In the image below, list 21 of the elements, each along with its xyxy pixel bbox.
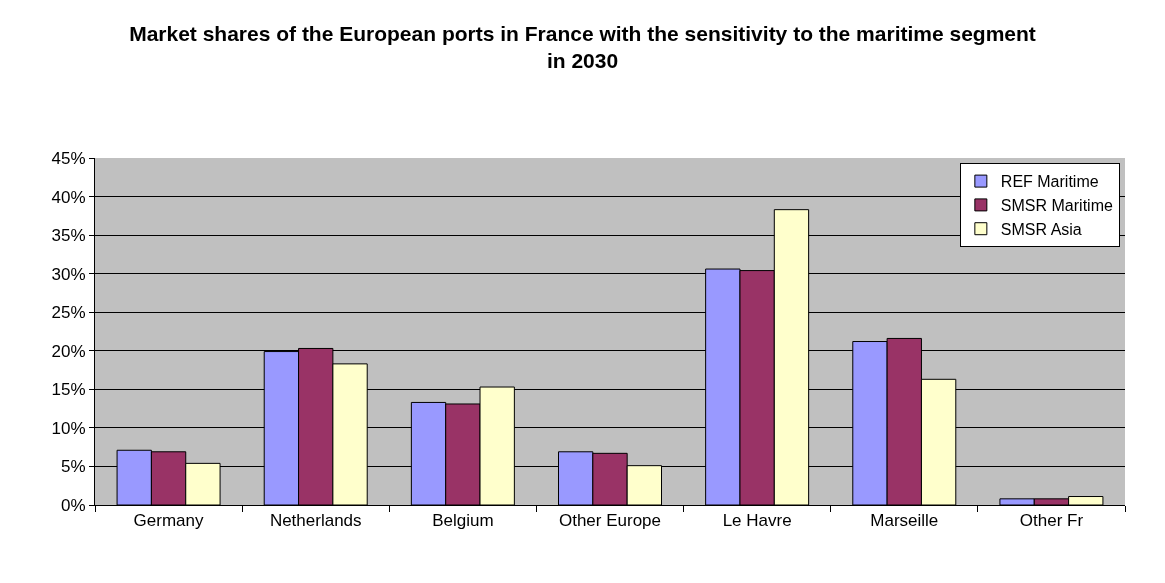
x-tick-label: Le Havre [722,511,792,531]
y-tick-label: 5% [61,457,86,477]
legend-label: SMSR Maritime [1000,197,1113,215]
y-tick-label: 40% [51,187,86,207]
y-tick-label: 0% [61,495,86,515]
x-tick-label: Marseille [870,511,939,531]
x-tick-label: Germany [133,511,205,531]
y-tick-label: 15% [51,380,86,400]
legend-label: REF Maritime [1000,173,1099,191]
y-tick-label: 10% [51,418,86,438]
legend-label: SMSR Asia [1000,220,1082,238]
y-tick-label: 30% [51,264,86,284]
x-tick-label: Belgium [432,511,494,531]
x-tick-label: Netherlands [269,511,362,531]
y-tick-label: 25% [51,303,86,323]
y-tick-label: 45% [51,148,86,168]
x-tick-label: Other Fr [1019,511,1084,531]
chart-title: Market shares of the European ports in France with the sensitivity to the maritime segment in 2030 [129,21,1036,73]
y-tick-label: 35% [51,226,86,246]
x-tick-label: Other Europe [558,511,662,531]
y-tick-label: 20% [51,341,86,361]
